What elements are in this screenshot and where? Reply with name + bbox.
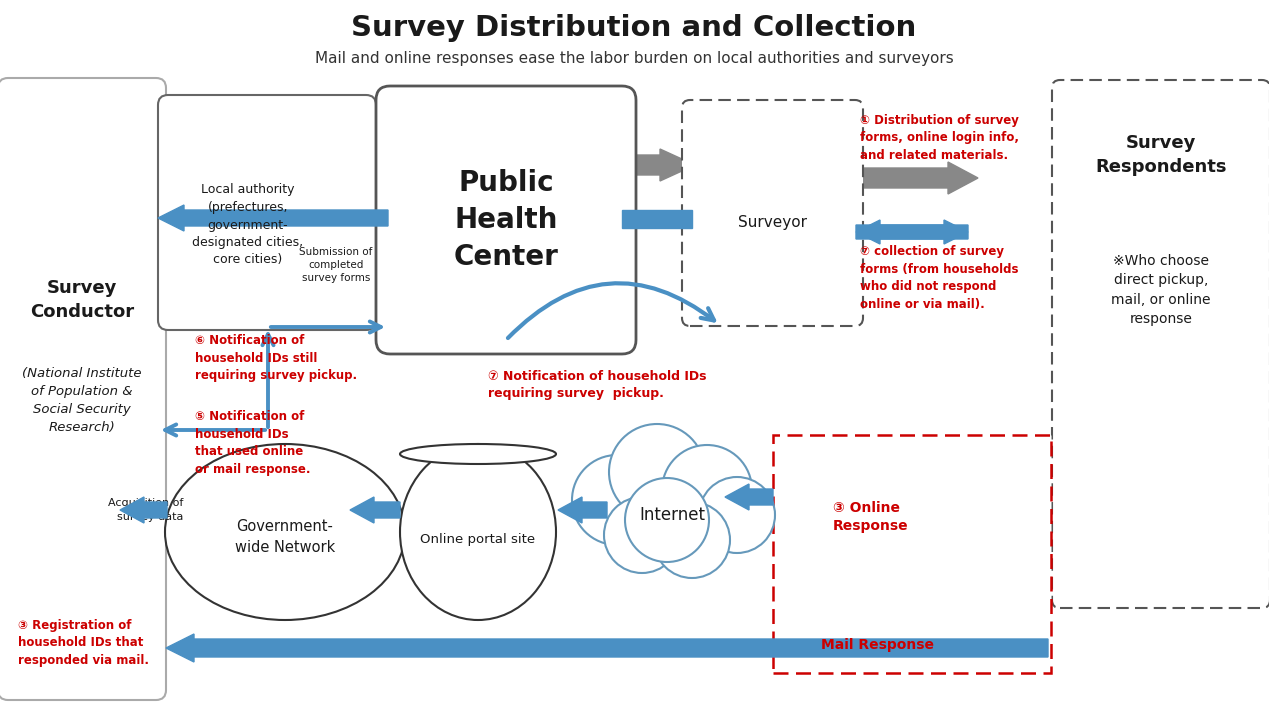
FancyArrow shape [350, 497, 400, 523]
Text: Submission of
completed
survey forms: Submission of completed survey forms [299, 247, 373, 283]
Text: ※Who choose
direct pickup,
mail, or online
response: ※Who choose direct pickup, mail, or onli… [1112, 253, 1211, 326]
Text: ③ Registration of
household IDs that
responded via mail.: ③ Registration of household IDs that res… [18, 619, 148, 667]
FancyArrow shape [558, 497, 607, 523]
FancyBboxPatch shape [159, 95, 376, 330]
Circle shape [609, 424, 706, 520]
Text: (National Institute
of Population &
Social Security
Research): (National Institute of Population & Soci… [23, 367, 142, 434]
FancyBboxPatch shape [773, 435, 1051, 673]
Bar [622, 210, 692, 228]
Ellipse shape [400, 444, 556, 464]
Text: Survey
Respondents: Survey Respondents [1095, 134, 1227, 176]
FancyBboxPatch shape [0, 78, 166, 700]
FancyBboxPatch shape [1052, 80, 1269, 608]
Circle shape [604, 497, 680, 573]
Text: Survey
Conductor: Survey Conductor [30, 279, 135, 321]
FancyBboxPatch shape [681, 100, 863, 326]
Text: Local authority
(prefectures,
government-
designated cities,
core cities): Local authority (prefectures, government… [193, 184, 303, 267]
Text: Survey Distribution and Collection: Survey Distribution and Collection [352, 14, 916, 42]
Text: Online portal site: Online portal site [420, 534, 536, 546]
Text: ⑥ Notification of
household IDs still
requiring survey pickup.: ⑥ Notification of household IDs still re… [195, 334, 357, 382]
FancyBboxPatch shape [376, 86, 636, 354]
Circle shape [662, 445, 753, 535]
Text: Government-
wide Network: Government- wide Network [235, 519, 335, 555]
Text: ① Distribution of survey
forms, online login info,
and related materials.: ① Distribution of survey forms, online l… [860, 114, 1019, 162]
Ellipse shape [400, 444, 556, 620]
FancyArrow shape [725, 484, 773, 510]
Text: ⑤ Notification of
household IDs
that used online
or mail response.: ⑤ Notification of household IDs that use… [195, 410, 311, 476]
Text: Internet: Internet [640, 506, 706, 524]
Text: ⑦ Notification of household IDs
requiring survey  pickup.: ⑦ Notification of household IDs requirin… [489, 370, 707, 401]
FancyArrow shape [855, 162, 978, 194]
Circle shape [626, 478, 709, 562]
Text: Mail Response: Mail Response [821, 638, 934, 652]
FancyArrow shape [159, 205, 388, 231]
Ellipse shape [165, 444, 405, 620]
FancyArrow shape [121, 497, 168, 523]
Circle shape [654, 502, 730, 578]
Text: ⑦ collection of survey
forms (from households
who did not respond
online or via : ⑦ collection of survey forms (from house… [860, 245, 1019, 310]
Text: Mail and online responses ease the labor burden on local authorities and surveyo: Mail and online responses ease the labor… [315, 51, 953, 65]
FancyArrow shape [857, 220, 968, 244]
Text: ③ Online
Response: ③ Online Response [832, 501, 909, 533]
FancyArrow shape [857, 220, 968, 244]
Circle shape [572, 455, 662, 545]
Circle shape [699, 477, 775, 553]
Text: Surveyor: Surveyor [739, 215, 807, 230]
Text: Acquisition of
survey data: Acquisition of survey data [108, 498, 183, 522]
FancyArrow shape [166, 634, 1048, 662]
Text: Public
Health
Center: Public Health Center [453, 169, 558, 271]
FancyArrow shape [159, 149, 695, 181]
